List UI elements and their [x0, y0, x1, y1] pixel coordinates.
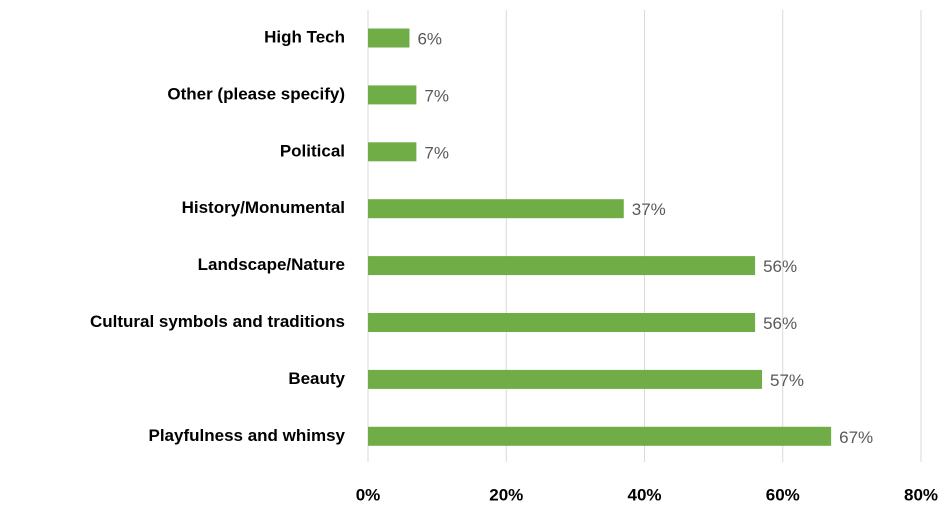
- category-label: Political: [280, 141, 345, 160]
- x-tick-label: 60%: [766, 485, 800, 504]
- bar: [368, 199, 624, 219]
- bar: [368, 28, 410, 48]
- x-tick-label: 40%: [627, 485, 661, 504]
- category-label: Landscape/Nature: [198, 255, 345, 274]
- bar: [368, 426, 832, 446]
- category-label: History/Monumental: [182, 198, 345, 217]
- x-tick-label: 0%: [356, 485, 381, 504]
- value-label: 56%: [763, 257, 797, 276]
- category-label: Playfulness and whimsy: [148, 426, 345, 445]
- category-label: High Tech: [264, 27, 345, 46]
- bar: [368, 142, 417, 162]
- x-tick-label: 20%: [489, 485, 523, 504]
- bar: [368, 313, 756, 332]
- bar: [368, 85, 417, 105]
- value-label: 56%: [763, 314, 797, 333]
- value-label: 7%: [424, 143, 449, 162]
- category-label: Cultural symbols and traditions: [90, 312, 345, 331]
- value-label: 57%: [770, 371, 804, 390]
- value-label: 37%: [632, 200, 666, 219]
- bar: [368, 369, 763, 389]
- category-label: Beauty: [288, 369, 345, 388]
- value-label: 6%: [417, 29, 442, 48]
- bar: [368, 256, 756, 276]
- value-label: 7%: [424, 86, 449, 105]
- category-label: Other (please specify): [167, 84, 345, 103]
- value-label: 67%: [839, 428, 873, 447]
- x-tick-label: 80%: [904, 485, 938, 504]
